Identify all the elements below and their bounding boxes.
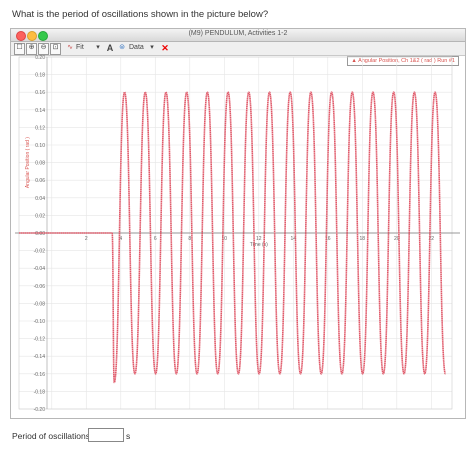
y-tick-label: -0.06 xyxy=(34,284,46,290)
y-tick-label: -0.18 xyxy=(34,389,46,395)
x-tick-label: 6 xyxy=(154,236,157,242)
y-tick-label: 0.02 xyxy=(35,213,45,219)
data-button-label[interactable]: Data xyxy=(129,44,144,51)
x-axis-label: Time (s) xyxy=(250,242,268,248)
zoom-fit-icon[interactable]: ⊡ xyxy=(50,43,61,55)
y-tick-label: 0.08 xyxy=(35,161,45,167)
legend-label: Angular Position, Ch 1&2 ( rad ) Run #1 xyxy=(358,58,455,64)
y-tick-label: 0.06 xyxy=(35,178,45,184)
x-tick-label: 10 xyxy=(222,236,228,242)
angular-position-chart: 0.20 0.18 0.16 0.14 0.12 0.10 0.08 0.06 0.04 0.02… xyxy=(15,55,460,413)
x-tick-label: 2 xyxy=(85,236,88,242)
x-tick-label: 22 xyxy=(429,236,435,242)
y-tick-label: -0.08 xyxy=(34,301,46,307)
y-tick-label: 0.00 xyxy=(35,231,45,237)
answer-label: Period of oscillations = xyxy=(12,431,98,441)
y-tick-label: 0.14 xyxy=(35,108,45,114)
zoom-window-icon[interactable] xyxy=(38,31,48,41)
y-tick-label: -0.12 xyxy=(34,337,46,343)
y-tick-label: -0.14 xyxy=(34,354,46,360)
x-tick-label: 8 xyxy=(188,236,191,242)
y-tick-label: 0.10 xyxy=(35,143,45,149)
y-tick-label: -0.16 xyxy=(34,372,46,378)
x-tick-label: 18 xyxy=(360,236,366,242)
y-tick-label: 0.12 xyxy=(35,125,45,131)
y-tick-label: -0.10 xyxy=(34,319,46,325)
series-line xyxy=(19,91,447,384)
question-text: What is the period of oscillations shown… xyxy=(12,9,269,20)
y-tick-label: 0.20 xyxy=(35,55,45,61)
zoom-out-icon[interactable]: ⊖ xyxy=(38,43,49,55)
toolbar: ☐ ⊕ ⊖ ⊡ ∿ Fit ▾ A ⊜ Data ▾ ✕ xyxy=(11,42,465,56)
data-icon[interactable]: ⊜ xyxy=(119,44,125,51)
x-tick-label: 20 xyxy=(394,236,400,242)
x-tick-label: 14 xyxy=(291,236,297,242)
text-icon[interactable]: A xyxy=(106,43,114,53)
period-answer-input[interactable] xyxy=(88,428,124,442)
window-title: (M9) PENDULUM, Activities 1-2 xyxy=(188,30,288,37)
x-tick-label: 4 xyxy=(119,236,122,242)
fit-dropdown-icon[interactable]: ▾ xyxy=(96,44,100,51)
delete-icon[interactable]: ✕ xyxy=(161,43,169,53)
chart-legend: ▲ Angular Position, Ch 1&2 ( rad ) Run #… xyxy=(347,56,459,66)
fit-button-label[interactable]: Fit xyxy=(76,44,84,51)
curve-fit-icon[interactable]: ∿ xyxy=(67,44,73,51)
y-tick-label: -0.04 xyxy=(34,266,46,272)
y-tick-label: 0.04 xyxy=(35,196,45,202)
zoom-in-icon[interactable]: ⊕ xyxy=(26,43,37,55)
select-icon[interactable]: ☐ xyxy=(14,43,25,55)
x-tick-label: 16 xyxy=(325,236,331,242)
y-axis-label: Angular Position ( rad ) xyxy=(25,137,31,188)
y-tick-label: -0.20 xyxy=(34,407,46,413)
y-tick-label: -0.02 xyxy=(34,249,46,255)
legend-marker-icon: ▲ xyxy=(351,58,357,64)
minimize-window-icon[interactable] xyxy=(27,31,37,41)
y-tick-label: 0.16 xyxy=(35,90,45,96)
close-window-icon[interactable] xyxy=(16,31,26,41)
data-dropdown-icon[interactable]: ▾ xyxy=(150,44,154,51)
answer-unit: s xyxy=(126,431,131,441)
y-tick-label: 0.18 xyxy=(35,73,45,79)
title-bar: (M9) PENDULUM, Activities 1-2 xyxy=(11,29,465,42)
x-tick-label: 12 xyxy=(256,236,262,242)
